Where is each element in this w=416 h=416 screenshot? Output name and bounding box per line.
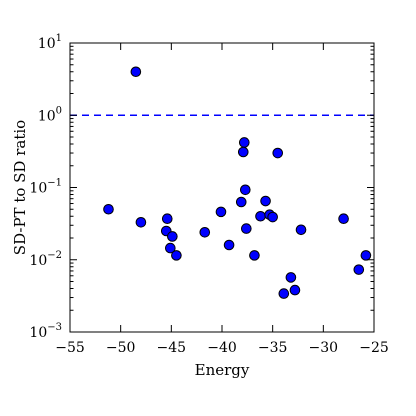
scatter-point	[171, 250, 182, 261]
x-axis-label: Energy	[195, 361, 250, 379]
scatter-point	[223, 239, 235, 251]
scatter-point	[338, 213, 349, 224]
scatter-point	[255, 210, 266, 222]
x-tick-label: −30	[309, 340, 339, 356]
scatter-point	[237, 146, 249, 158]
scatter-point	[240, 184, 251, 196]
scatter-point	[235, 196, 247, 208]
scatter-point	[199, 226, 211, 238]
scatter-point	[353, 264, 365, 275]
scatter-point	[285, 272, 297, 283]
x-tick-label: −45	[157, 340, 187, 356]
x-tick-label: −40	[207, 340, 237, 356]
y-tick-label: 100	[38, 105, 62, 124]
scatter-point	[161, 213, 173, 224]
scatter-point	[295, 224, 307, 236]
scatter-point	[249, 250, 260, 261]
x-tick-label: −35	[258, 340, 288, 356]
scatter-point	[278, 288, 290, 299]
y-tick-label: 10−2	[29, 250, 62, 269]
scatter-point	[165, 242, 176, 254]
y-tick-label: 101	[38, 33, 62, 52]
plot-frame	[69, 42, 375, 333]
y-tick-label: 10−3	[29, 322, 62, 341]
scatter-point	[238, 137, 250, 148]
scatter-point	[103, 203, 114, 215]
x-tick-label: −55	[55, 340, 85, 356]
scatter-point	[260, 195, 271, 207]
y-tick-label: 10−1	[29, 178, 62, 197]
x-tick-label: −50	[106, 340, 136, 356]
scatter-point	[289, 284, 301, 296]
scatter-point	[130, 66, 142, 78]
scatter-point	[272, 147, 284, 159]
scatter-point	[135, 216, 147, 228]
x-tick-label: −25	[359, 340, 389, 356]
scatter-point	[241, 223, 252, 234]
scatter-point	[215, 206, 227, 218]
scatter-point	[267, 211, 278, 223]
scatter-point	[167, 231, 178, 242]
y-axis-label: SD-PT to SD ratio	[11, 120, 29, 255]
scatter-point	[360, 250, 372, 261]
